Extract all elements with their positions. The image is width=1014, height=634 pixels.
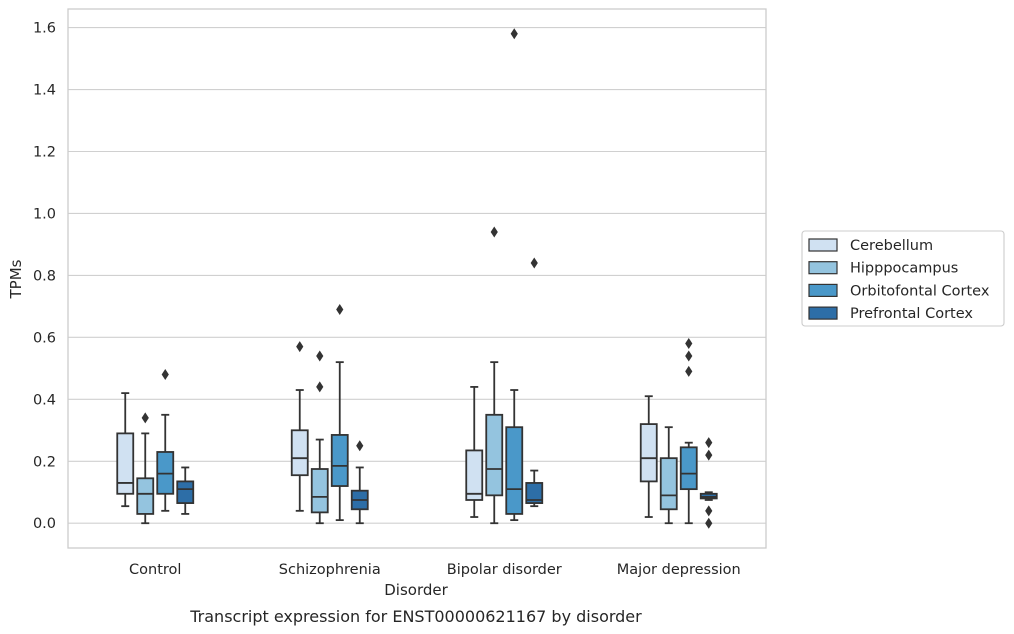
box-cerebellum (639, 395, 658, 518)
plot-frame (67, 8, 767, 549)
outlier-point (316, 381, 324, 393)
y-axis-label: TPMs (7, 259, 25, 299)
box-cerebellum (116, 392, 135, 508)
outlier-point (685, 365, 693, 377)
x-axis-label: Disorder (384, 581, 448, 599)
y-tick-label: 1.6 (33, 21, 56, 37)
legend-swatch (808, 283, 838, 297)
x-tick-label: Major depression (617, 562, 741, 578)
box-iqr (465, 449, 484, 501)
legend-swatch (808, 306, 838, 320)
outlier-point (685, 350, 693, 362)
box-iqr (485, 413, 504, 497)
outlier-point (705, 449, 713, 461)
outlier-point (705, 517, 713, 529)
box-iqr (136, 477, 155, 515)
box-iqr (659, 457, 678, 511)
outlier-point (530, 257, 538, 269)
box-iqr (679, 446, 698, 491)
legend-frame (801, 230, 1005, 327)
box-prefrontal-cortex (699, 437, 718, 529)
box-orbitofontal-cortex (679, 338, 698, 525)
box-iqr (290, 429, 309, 477)
y-tick-label: 1.2 (33, 144, 56, 160)
box-orbitofontal-cortex (505, 28, 524, 522)
box-iqr (525, 482, 544, 504)
y-tick-label: 0.6 (33, 330, 56, 346)
box-iqr (639, 423, 658, 483)
outlier-point (705, 505, 713, 517)
box-cerebellum (290, 341, 309, 512)
outlier-point (336, 303, 344, 315)
legend-label: Hipppocampus (850, 261, 958, 277)
box-cerebellum (465, 386, 484, 518)
legend-label: Orbitofontal Cortex (850, 283, 990, 299)
box-orbitofontal-cortex (330, 303, 349, 522)
legend-swatch (808, 238, 838, 252)
gridlines (68, 27, 766, 524)
box-iqr (176, 480, 195, 504)
x-tick-labels: Control Schizophrenia Bipolar disorder Majo… (129, 562, 741, 578)
box-hipppocampus (310, 350, 329, 525)
y-tick-label: 1.4 (33, 83, 56, 99)
outlier-point (685, 338, 693, 350)
outlier-point (705, 437, 713, 449)
x-tick-label: Schizophrenia (279, 562, 381, 578)
box-prefrontal-cortex (525, 257, 544, 508)
outlier-point (141, 412, 149, 424)
box-iqr (310, 468, 329, 514)
box-orbitofontal-cortex (156, 369, 175, 512)
legend-label: Prefrontal Cortex (850, 306, 973, 322)
x-tick-label: Bipolar disorder (447, 562, 562, 578)
y-tick-label: 0.4 (33, 392, 56, 408)
box-iqr (116, 432, 135, 495)
y-tick-label: 0.2 (33, 454, 56, 470)
box-hipppocampus (136, 412, 155, 525)
outlier-point (490, 226, 498, 238)
y-tick-label: 1.0 (33, 206, 56, 222)
box-series-group (116, 28, 718, 529)
outlier-point (510, 28, 518, 40)
figure-caption: Transcript expression for ENST0000062116… (189, 607, 642, 626)
outlier-point (296, 341, 304, 353)
legend-label: Cerebellum (850, 238, 933, 254)
box-iqr (330, 434, 349, 487)
y-tick-label: 0.0 (33, 516, 56, 532)
x-tick-label: Control (129, 562, 181, 578)
outlier-point (356, 440, 364, 452)
y-tick-labels: 0.0 0.2 0.4 0.6 0.8 1.0 1.2 1.4 1.6 (33, 21, 56, 533)
y-tick-label: 0.8 (33, 268, 56, 284)
outlier-point (316, 350, 324, 362)
box-hipppocampus (659, 426, 678, 525)
legend: Cerebellum Hipppocampus Orbitofontal Corte… (801, 230, 1005, 327)
legend-swatch (808, 261, 838, 275)
box-hipppocampus (485, 226, 504, 525)
box-prefrontal-cortex (176, 466, 195, 515)
outlier-point (161, 369, 169, 381)
box-prefrontal-cortex (350, 440, 369, 525)
box-iqr (505, 426, 524, 515)
